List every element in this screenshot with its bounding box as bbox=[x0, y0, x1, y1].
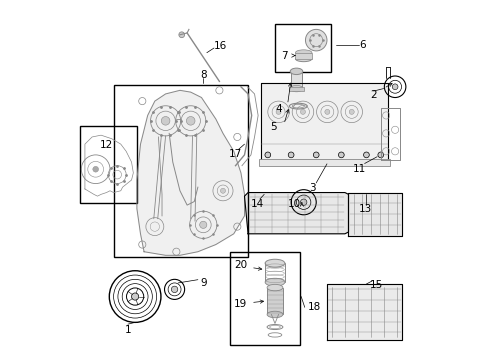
Circle shape bbox=[338, 152, 344, 158]
Ellipse shape bbox=[290, 85, 302, 92]
Circle shape bbox=[220, 188, 225, 193]
Circle shape bbox=[300, 199, 306, 206]
Text: 6: 6 bbox=[359, 40, 366, 50]
Text: 12: 12 bbox=[100, 140, 113, 150]
Text: 8: 8 bbox=[200, 70, 206, 80]
Circle shape bbox=[391, 84, 397, 90]
Bar bbox=[230, 252, 300, 345]
Polygon shape bbox=[137, 90, 244, 255]
Text: 5: 5 bbox=[269, 122, 276, 132]
Bar bbox=[295, 53, 311, 59]
Circle shape bbox=[93, 166, 99, 172]
Circle shape bbox=[324, 109, 329, 114]
Bar bbox=[290, 71, 301, 89]
Text: 3: 3 bbox=[309, 183, 315, 193]
Text: 13: 13 bbox=[358, 204, 371, 215]
Ellipse shape bbox=[266, 311, 282, 318]
Text: 10: 10 bbox=[287, 199, 301, 209]
Bar bbox=[289, 87, 303, 91]
Text: 1: 1 bbox=[124, 325, 131, 334]
Text: 20: 20 bbox=[234, 260, 247, 270]
Ellipse shape bbox=[264, 259, 285, 267]
Circle shape bbox=[171, 286, 178, 293]
Text: 9: 9 bbox=[200, 278, 206, 288]
Ellipse shape bbox=[266, 284, 282, 291]
Text: 16: 16 bbox=[213, 41, 226, 50]
Circle shape bbox=[348, 109, 353, 114]
Circle shape bbox=[276, 109, 281, 114]
Circle shape bbox=[161, 117, 169, 125]
Polygon shape bbox=[260, 83, 387, 160]
Circle shape bbox=[179, 32, 184, 38]
Text: 19: 19 bbox=[234, 299, 247, 309]
Text: 4: 4 bbox=[275, 104, 281, 114]
Text: 7: 7 bbox=[280, 50, 286, 60]
Text: 14: 14 bbox=[250, 199, 263, 209]
Polygon shape bbox=[326, 284, 402, 339]
Bar bbox=[80, 126, 137, 203]
Circle shape bbox=[287, 152, 293, 158]
Ellipse shape bbox=[264, 278, 285, 286]
Bar bbox=[113, 85, 247, 257]
Circle shape bbox=[377, 152, 383, 158]
Circle shape bbox=[363, 152, 368, 158]
Circle shape bbox=[313, 152, 319, 158]
Text: 17: 17 bbox=[228, 149, 242, 159]
Bar bbox=[258, 159, 389, 166]
Circle shape bbox=[131, 293, 139, 300]
Circle shape bbox=[305, 30, 326, 51]
Text: 11: 11 bbox=[352, 163, 365, 174]
Circle shape bbox=[186, 117, 195, 125]
Bar bbox=[274, 24, 330, 72]
Text: 18: 18 bbox=[307, 302, 321, 312]
Text: 2: 2 bbox=[369, 90, 376, 100]
Circle shape bbox=[300, 109, 305, 114]
Polygon shape bbox=[348, 193, 402, 235]
Ellipse shape bbox=[290, 68, 302, 75]
Text: 15: 15 bbox=[369, 280, 382, 290]
Circle shape bbox=[264, 152, 270, 158]
Ellipse shape bbox=[295, 56, 311, 62]
Ellipse shape bbox=[295, 50, 311, 55]
Polygon shape bbox=[244, 193, 348, 234]
Bar bbox=[266, 288, 282, 315]
Circle shape bbox=[199, 221, 206, 228]
